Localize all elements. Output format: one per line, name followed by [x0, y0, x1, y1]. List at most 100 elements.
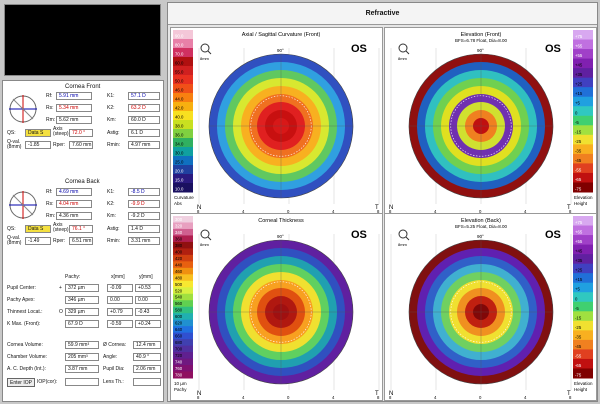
scale-label: -55 [575, 167, 582, 172]
scale-swatch [173, 84, 193, 94]
scale-label: 680 [175, 340, 183, 345]
scale-label: 480 [175, 275, 183, 280]
back-rm-value: 4.36 mm [56, 212, 92, 220]
iop-cor-label: IOP(cor): [37, 379, 58, 385]
y-header: y[mm] [139, 274, 153, 280]
front-km-value: 60.0 D [128, 116, 160, 124]
scale-swatch [173, 93, 193, 103]
map-axial-curvature[interactable]: 90.0 80.0 70.0 60.0 55.0 50.0 46.0 44.0 42.0 40.0… [170, 27, 383, 215]
pachy-row-label: Pupil Center: [7, 285, 36, 291]
scale-label: 55.0 [175, 70, 184, 75]
zoom-label: 8mm [200, 242, 210, 247]
scale-swatch [173, 287, 193, 295]
scale-label: +75 [575, 34, 583, 39]
pachy-row-y: +0.24 [135, 320, 161, 328]
scale-label: 700 [175, 347, 183, 352]
scale-unit: 10 µm [174, 381, 187, 386]
scale-swatch [173, 138, 193, 148]
zoom-icon-handle [207, 236, 212, 241]
scale-unit: Curvature [174, 195, 194, 200]
back-rf-value: 4.69 mm [56, 188, 92, 196]
scale-label: 34.0 [175, 142, 184, 147]
scale-label: 80.0 [175, 43, 184, 48]
pupil-dia-label: Pupil Dia: [103, 366, 125, 372]
chamber-volume-value: 205 mm³ [65, 353, 99, 361]
back-k2-value: -9.9 D [128, 200, 160, 208]
back-qs-value[interactable]: Data S [25, 225, 51, 233]
pachy-row-x: -0.59 [107, 320, 133, 328]
back-k1-label: K1: [107, 189, 115, 195]
scale-swatch [573, 134, 593, 145]
front-rs-label: Rs: [46, 105, 54, 111]
scale-label: 70.0 [175, 52, 184, 57]
scale-unit: Height [574, 201, 588, 206]
axis-tick: 8 [197, 395, 200, 400]
scale-swatch [173, 102, 193, 112]
scale-swatch [173, 216, 193, 223]
map-corneal-thickness[interactable]: 300 320 340 360 380 400 420 440 460 480 500 520 540 5… [170, 213, 383, 401]
scale-swatch [573, 311, 593, 322]
back-rper-value: 6.51 mm [69, 237, 93, 245]
axis-tick: 4 [524, 209, 527, 214]
map-elevation-back[interactable]: +75 +65 +55 +45 +35 +25 +15 +5 0 -5 -15 -25 -35 -45 -5… [384, 213, 597, 401]
scale-label: -55 [575, 353, 582, 358]
scale-label: 42.0 [175, 106, 184, 111]
scale-swatch [573, 339, 593, 350]
scale-swatch [573, 106, 593, 117]
front-k1-label: K1: [107, 93, 115, 99]
scale-label: -35 [575, 334, 582, 339]
scale-label: 36.0 [175, 133, 184, 138]
scale-swatch [173, 365, 193, 373]
axis-tick: 4 [332, 209, 335, 214]
scale-label: +15 [575, 91, 583, 96]
map-title: Elevation (Back) [461, 218, 501, 224]
front-rs-value: 5.34 mm [56, 104, 92, 112]
scale-label: 380 [175, 243, 183, 248]
eye-label: OS [351, 43, 367, 55]
scale-swatch [173, 75, 193, 85]
pachy-row-y: -0.43 [135, 308, 161, 316]
scale-swatch [173, 120, 193, 130]
front-qs-value[interactable]: Data S [25, 129, 51, 137]
scale-label: +65 [575, 44, 583, 49]
scale-label: -65 [575, 177, 582, 182]
zoom-label: 8mm [200, 56, 210, 61]
scale-swatch [573, 263, 593, 274]
map-canvas: +75 +65 +55 +45 +35 +25 +15 +5 0 -5 -15 -25 -35 -45 -5… [389, 216, 593, 400]
scale-swatch [573, 244, 593, 255]
scale-label: 300 [175, 217, 183, 222]
scale-swatch [173, 57, 193, 67]
scale-swatch [173, 222, 193, 230]
back-astig-value: 1.4 D [128, 225, 160, 233]
pachy-row-value: 67.9 D [65, 320, 99, 328]
scale-swatch [173, 228, 193, 236]
angle-value: 40.9 ° [133, 353, 161, 361]
scale-swatch [173, 339, 193, 347]
back-rs-label: Rs: [46, 201, 54, 207]
scale-label: 46.0 [175, 88, 184, 93]
map-canvas: 3003203403603804004204404604805005205405… [173, 216, 380, 400]
enter-iop-button[interactable]: Enter IOP [7, 378, 35, 387]
scale-label: 60.0 [175, 61, 184, 66]
pachy-row-marker: O [59, 309, 63, 315]
scale-swatch [173, 248, 193, 256]
scale-label: +45 [575, 249, 583, 254]
front-k2-value: 63.2 D [128, 104, 160, 112]
scale-label: 560 [175, 301, 183, 306]
scale-swatch [173, 241, 193, 249]
back-rmin-label: Rmin: [107, 238, 121, 244]
scale-swatch [573, 172, 593, 183]
map-elevation-front[interactable]: +75 +65 +55 +45 +35 +25 +15 +5 0 -5 -15 -25 -35 -45 -5… [384, 27, 597, 215]
cornea-volume-label: Cornea Volume: [7, 342, 43, 348]
scale-swatch [173, 66, 193, 76]
scale-label: -5 [575, 306, 579, 311]
front-rm-value: 5.62 mm [56, 116, 92, 124]
axis-tick: 0 [479, 395, 482, 400]
scale-label: -15 [575, 315, 582, 320]
back-axis-diagram [9, 191, 37, 219]
front-rf-label: Rf: [46, 93, 53, 99]
image-preview [4, 4, 161, 76]
front-axis-diagram [9, 95, 37, 123]
scale-swatch [173, 326, 193, 334]
scale-swatch [173, 352, 193, 360]
